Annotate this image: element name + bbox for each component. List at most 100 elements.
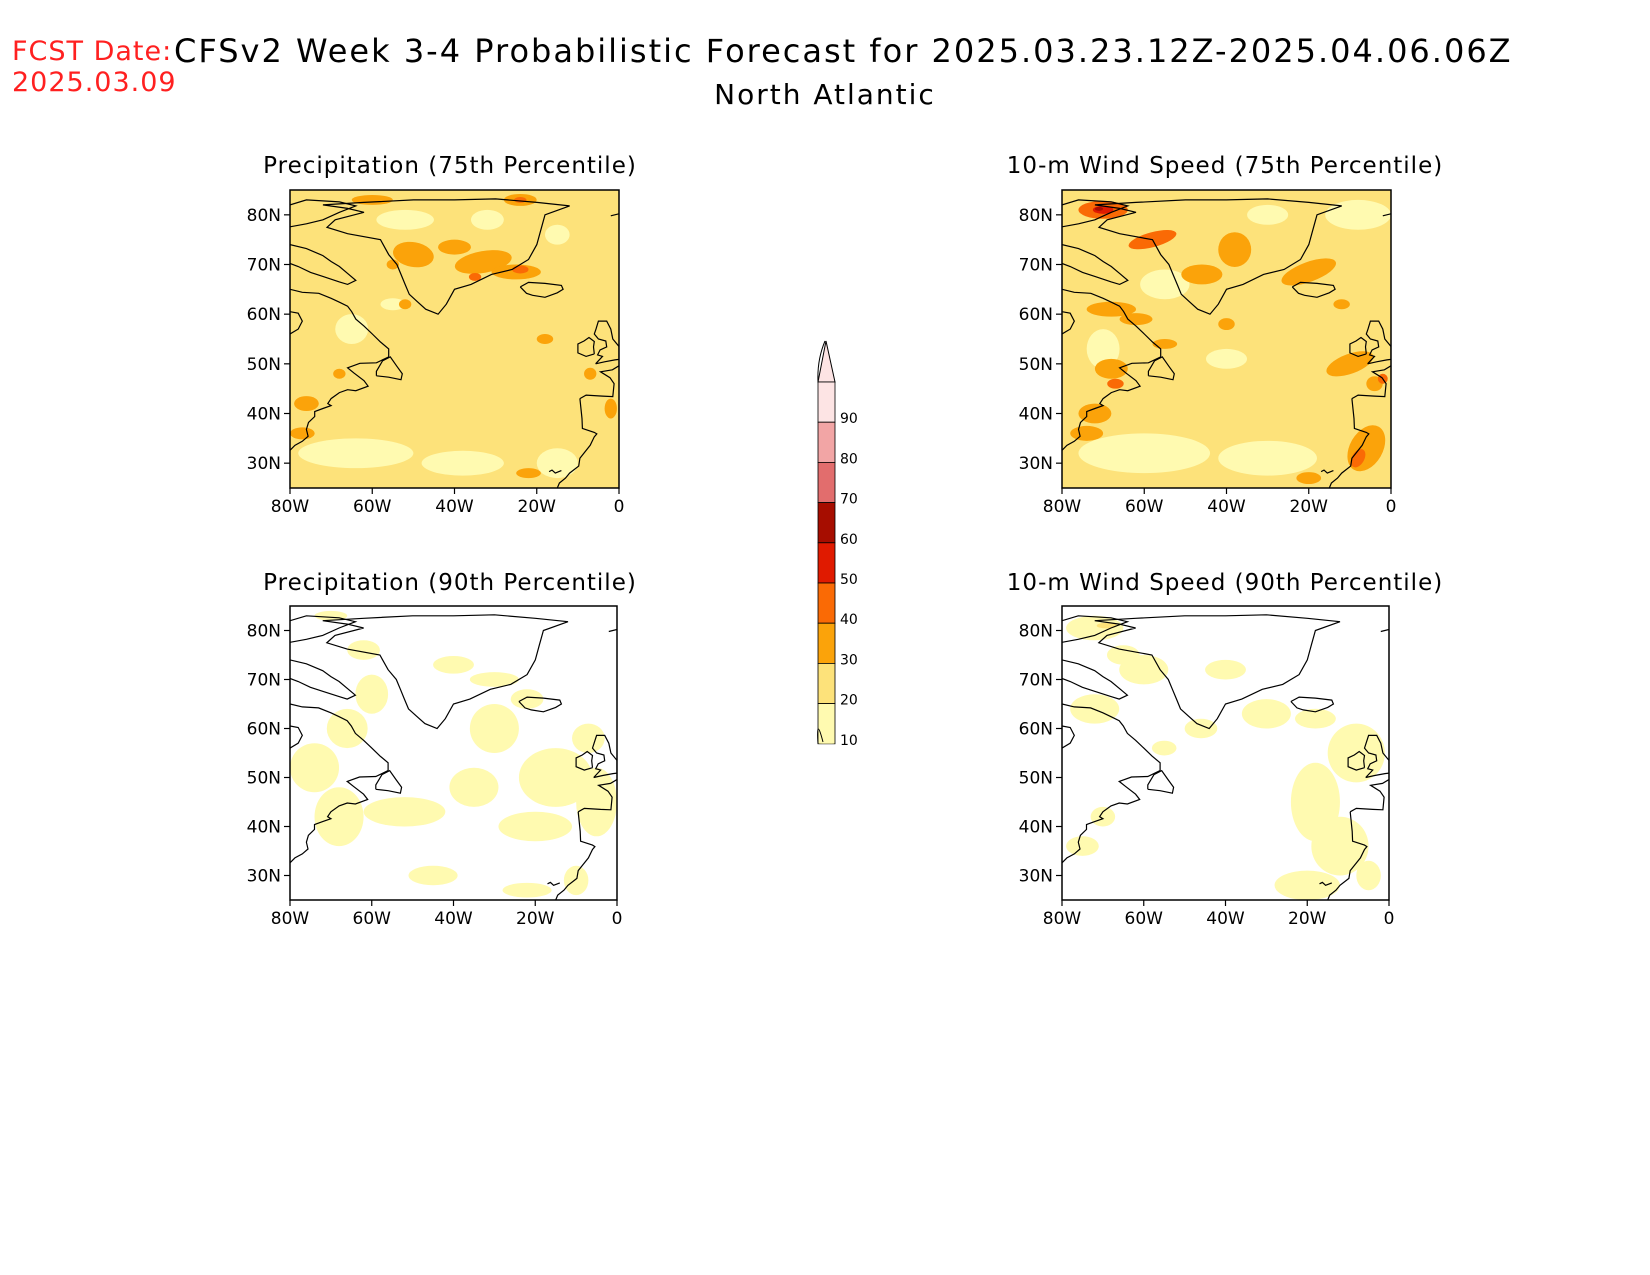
map-panel-3: Precipitation (90th Percentile) 80N 70N 60N… bbox=[247, 570, 636, 929]
probability-patch bbox=[355, 674, 389, 714]
y-tick-label: 70N bbox=[1019, 671, 1053, 691]
coastline bbox=[322, 614, 569, 730]
probability-patch bbox=[298, 438, 414, 469]
probability-patch bbox=[393, 241, 434, 268]
probability-patch bbox=[536, 334, 554, 344]
y-tick-label: 40N bbox=[1019, 818, 1053, 838]
forecast-date-block: FCST Date: 2025.03.09 bbox=[12, 36, 177, 98]
probability-patch bbox=[468, 272, 482, 281]
probability-patch bbox=[1325, 199, 1391, 230]
colorbar-label: 10 bbox=[840, 733, 858, 749]
coastline bbox=[519, 281, 564, 298]
probability-patch bbox=[294, 396, 319, 412]
colorbar-swatch bbox=[817, 703, 836, 745]
coastline bbox=[1062, 288, 1162, 451]
probability-patch bbox=[1281, 258, 1337, 286]
probability-patch bbox=[438, 239, 471, 255]
coastline bbox=[1327, 811, 1368, 900]
probability-patch bbox=[314, 787, 364, 847]
probability-patch bbox=[1070, 425, 1104, 441]
coastline bbox=[1062, 199, 1130, 228]
colorbar-swatch bbox=[817, 421, 836, 463]
colorbar-cap-bottom bbox=[818, 742, 835, 744]
probability-patch bbox=[604, 398, 617, 419]
coastline bbox=[555, 811, 596, 900]
coastline bbox=[1320, 469, 1334, 474]
coastline bbox=[290, 199, 358, 228]
probability-field bbox=[1062, 190, 1391, 488]
colorbar-swatch bbox=[817, 461, 836, 503]
x-tick-label: 80W bbox=[1043, 909, 1082, 929]
probability-patch bbox=[1218, 440, 1317, 476]
probability-patch bbox=[572, 723, 605, 753]
colorbar-edge bbox=[817, 340, 826, 383]
probability-patch bbox=[498, 811, 573, 842]
x-tick-label: 0 bbox=[612, 909, 623, 929]
probability-field bbox=[290, 190, 619, 488]
colorbar-swatch bbox=[817, 622, 836, 664]
probability-patch bbox=[518, 748, 593, 807]
x-tick-label: 80W bbox=[271, 497, 310, 517]
probability-patch bbox=[1066, 836, 1099, 856]
map-panel-1: Precipitation (75th Percentile) 80N 70N 60N… bbox=[247, 153, 636, 517]
panel-title: 10-m Wind Speed (90th Percentile) bbox=[1007, 570, 1443, 596]
coastline bbox=[1351, 365, 1391, 400]
y-tick-label: 30N bbox=[247, 867, 281, 887]
y-tick-label: 70N bbox=[247, 671, 281, 691]
coastline bbox=[1380, 628, 1389, 633]
x-tick-label: 60W bbox=[353, 909, 392, 929]
colorbar-edge bbox=[817, 728, 824, 744]
colorbar-label: 60 bbox=[840, 532, 858, 548]
probability-patch bbox=[576, 767, 617, 837]
coastline bbox=[290, 311, 303, 335]
probability-patch bbox=[1094, 206, 1104, 211]
coastline bbox=[290, 703, 389, 864]
probability-patch bbox=[449, 767, 499, 807]
probability-patch bbox=[1274, 870, 1340, 900]
probability-patch bbox=[290, 743, 340, 793]
probability-patch bbox=[1296, 472, 1322, 485]
coastline bbox=[1094, 614, 1341, 730]
colorbar-label: 40 bbox=[840, 612, 858, 628]
probability-patch bbox=[1119, 313, 1153, 326]
coastline bbox=[577, 336, 595, 358]
colorbar-label: 20 bbox=[840, 693, 858, 709]
coastline bbox=[1147, 769, 1175, 794]
coastline bbox=[290, 288, 390, 451]
colorbar: 10 20 30 40 50 60 70 80 90 bbox=[817, 340, 858, 749]
probability-patch bbox=[469, 672, 519, 687]
probability-field bbox=[1062, 606, 1389, 900]
y-tick-label: 50N bbox=[1019, 769, 1053, 789]
coastline bbox=[577, 778, 617, 813]
coastline bbox=[290, 725, 303, 749]
x-tick-label: 60W bbox=[353, 497, 392, 517]
coastline bbox=[556, 398, 598, 488]
probability-patch bbox=[1090, 806, 1116, 827]
x-tick-label: 0 bbox=[1386, 497, 1397, 517]
x-tick-label: 20W bbox=[1290, 497, 1329, 517]
y-tick-label: 50N bbox=[247, 769, 281, 789]
probability-patch bbox=[1066, 615, 1124, 641]
forecast-date-value: 2025.03.09 bbox=[12, 67, 177, 98]
y-tick-label: 60N bbox=[247, 305, 281, 325]
colorbar-swatch bbox=[817, 502, 836, 544]
y-tick-label: 50N bbox=[1019, 355, 1053, 375]
coastline bbox=[375, 769, 403, 794]
coastline bbox=[1062, 725, 1075, 749]
coastline bbox=[579, 365, 619, 400]
probability-patch bbox=[421, 450, 504, 476]
probability-patch bbox=[1107, 378, 1124, 389]
probability-patch bbox=[1350, 449, 1366, 468]
coastline bbox=[1147, 356, 1175, 381]
probability-patch bbox=[1078, 403, 1112, 424]
probability-patch bbox=[398, 299, 412, 310]
coastline bbox=[1062, 244, 1129, 286]
probability-patch bbox=[469, 704, 519, 753]
probability-patch bbox=[1086, 329, 1120, 369]
y-tick-label: 30N bbox=[1019, 454, 1053, 474]
y-tick-label: 40N bbox=[247, 818, 281, 838]
coastline bbox=[610, 213, 619, 217]
coastline bbox=[575, 750, 594, 771]
x-tick-label: 20W bbox=[1288, 909, 1327, 929]
probability-patch bbox=[1247, 204, 1289, 225]
